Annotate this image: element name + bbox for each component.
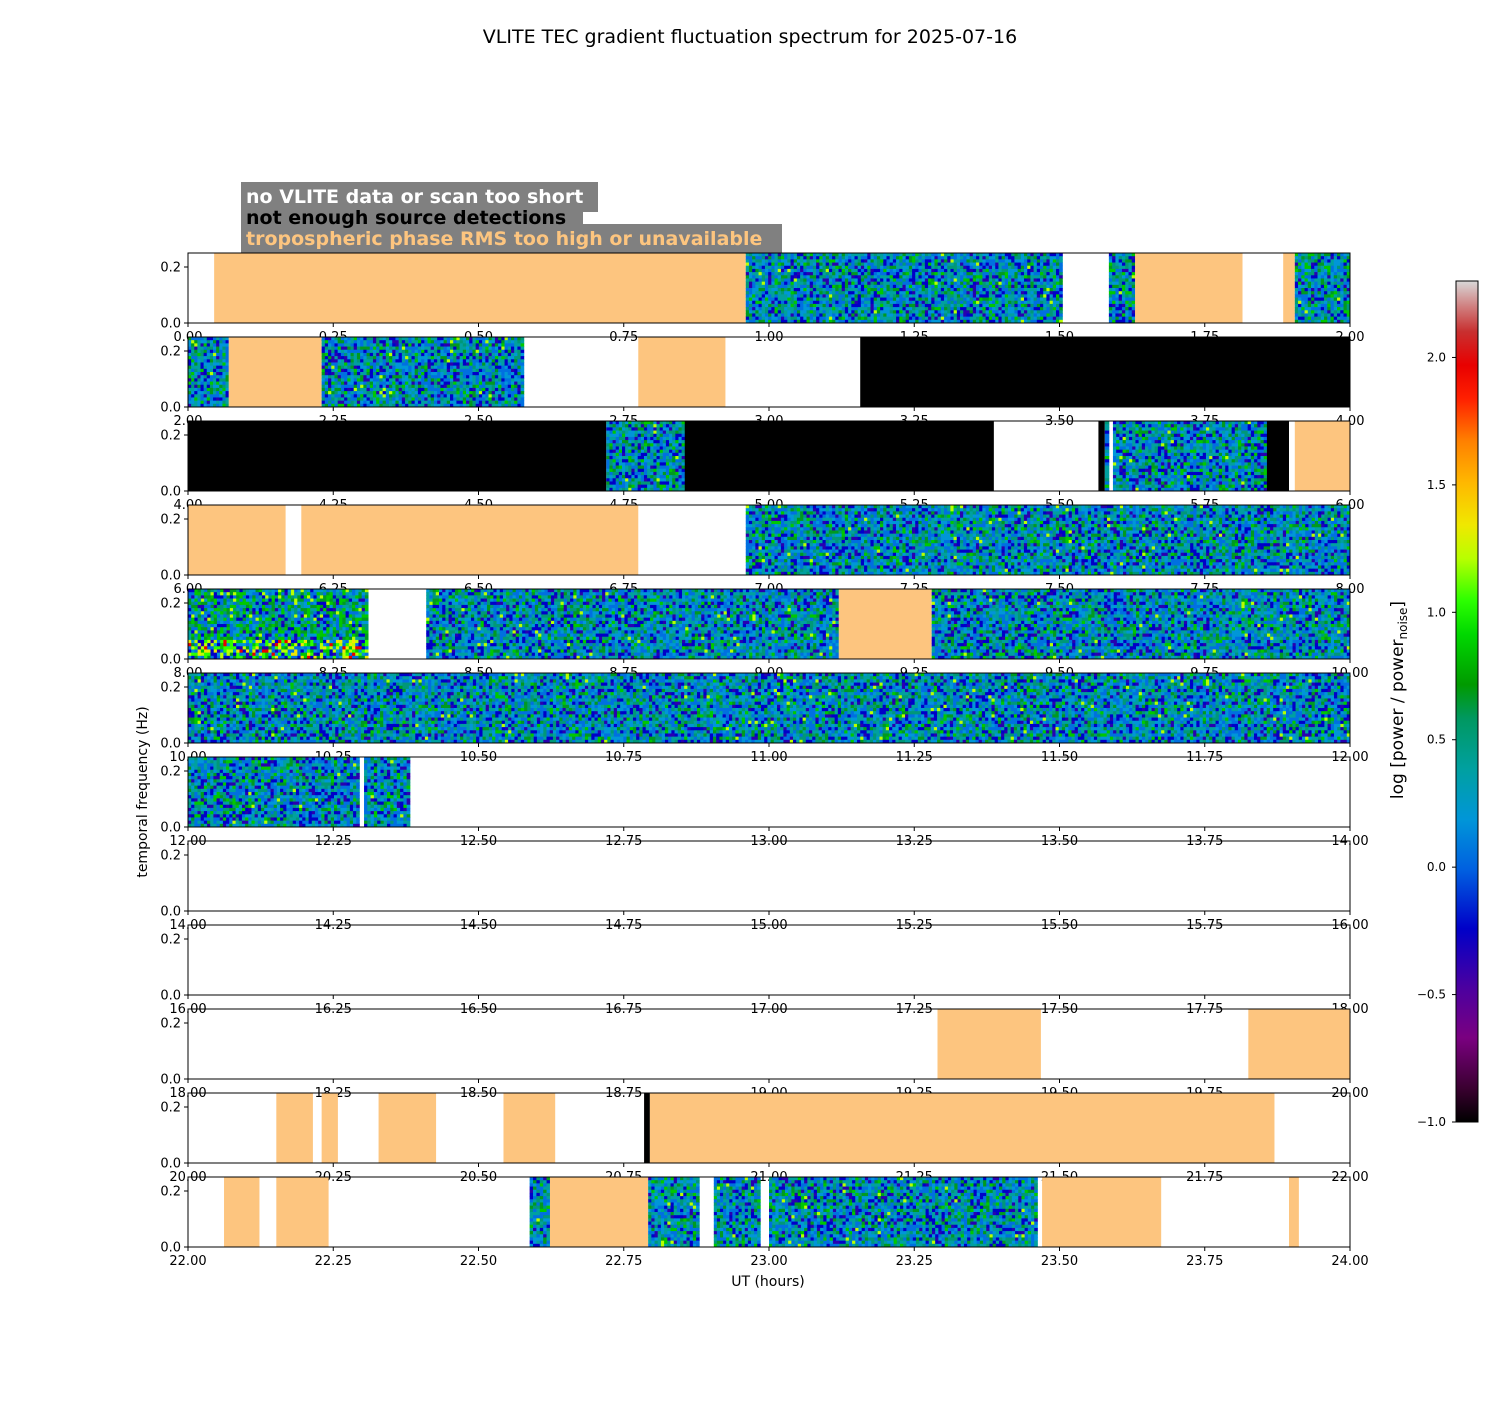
segment-trop bbox=[301, 505, 638, 575]
y-tick-label: 0.2 bbox=[160, 513, 181, 528]
segment-spectrum bbox=[188, 337, 229, 407]
colorbar-tick-label: 1.0 bbox=[1427, 605, 1446, 619]
colorbar-tick-label: 1.5 bbox=[1427, 478, 1446, 492]
segment-nodet bbox=[644, 1093, 650, 1163]
y-tick-label: 0.2 bbox=[160, 1101, 181, 1116]
x-tick-label: 23.25 bbox=[896, 1254, 933, 1269]
segment-spectrum bbox=[188, 757, 360, 827]
segment-spectrum bbox=[606, 421, 685, 491]
segment-nodet bbox=[685, 421, 994, 491]
segment-trop bbox=[503, 1093, 555, 1163]
segment-nodet bbox=[1267, 421, 1289, 491]
segment-trop bbox=[1042, 1177, 1161, 1247]
segment-trop bbox=[1283, 253, 1295, 323]
segment-nodet bbox=[188, 421, 606, 491]
segment-trop bbox=[1289, 1177, 1299, 1247]
segment-trop bbox=[229, 337, 322, 407]
segment-spectrum bbox=[746, 505, 1351, 575]
segment-spectrum bbox=[188, 673, 1350, 743]
y-tick-label: 0.2 bbox=[160, 261, 181, 276]
y-axis-label: temporal frequency (Hz) bbox=[135, 706, 151, 877]
segment-spectrum bbox=[188, 589, 369, 659]
segment-spectrum bbox=[932, 589, 1351, 659]
y-tick-label: 0.2 bbox=[160, 933, 181, 948]
segment-spectrum bbox=[746, 253, 1063, 323]
y-tick-label: 0.2 bbox=[160, 597, 181, 612]
y-tick-label: 0.2 bbox=[160, 849, 181, 864]
colorbar-tick-label: −0.5 bbox=[1417, 988, 1446, 1002]
y-tick-label: 0.2 bbox=[160, 1185, 181, 1200]
colorbar-gradient bbox=[1456, 281, 1478, 1122]
chart-title: VLITE TEC gradient fluctuation spectrum … bbox=[483, 26, 1017, 48]
legend-label-trop-rms: tropospheric phase RMS too high or unava… bbox=[246, 228, 762, 250]
x-tick-label: 24.00 bbox=[1331, 1254, 1368, 1269]
segment-trop bbox=[839, 589, 932, 659]
segment-trop bbox=[224, 1177, 259, 1247]
segment-trop bbox=[188, 505, 286, 575]
segment-trop bbox=[650, 1093, 1275, 1163]
segment-nodet bbox=[860, 337, 1350, 407]
x-tick-label: 22.00 bbox=[169, 1254, 206, 1269]
segment-trop bbox=[1248, 1009, 1350, 1079]
segment-spectrum bbox=[426, 589, 839, 659]
x-tick-label: 23.75 bbox=[1186, 1254, 1223, 1269]
x-axis-label: UT (hours) bbox=[731, 1274, 805, 1290]
segment-spectrum bbox=[530, 1177, 551, 1247]
segment-spectrum bbox=[1113, 421, 1267, 491]
segment-spectrum bbox=[322, 337, 525, 407]
segment-spectrum bbox=[1109, 253, 1136, 323]
colorbar-tick-label: −1.0 bbox=[1417, 1115, 1446, 1129]
x-tick-label: 23.00 bbox=[750, 1254, 787, 1269]
colorbar-label-sub: noise bbox=[1396, 608, 1410, 640]
x-tick-label: 22.75 bbox=[605, 1254, 642, 1269]
x-tick-label: 23.50 bbox=[1041, 1254, 1078, 1269]
segment-trop bbox=[214, 253, 746, 323]
x-tick-label: 22.25 bbox=[315, 1254, 352, 1269]
y-tick-label: 0.2 bbox=[160, 765, 181, 780]
segment-trop bbox=[276, 1177, 328, 1247]
segment-spectrum bbox=[714, 1177, 761, 1247]
segment-trop bbox=[550, 1177, 648, 1247]
segment-spectrum bbox=[769, 1177, 1038, 1247]
x-tick-label: 22.50 bbox=[460, 1254, 497, 1269]
segment-trop bbox=[276, 1093, 313, 1163]
y-tick-label: 0.2 bbox=[160, 681, 181, 696]
segment-nodet bbox=[1098, 421, 1104, 491]
segment-trop bbox=[638, 337, 725, 407]
colorbar-label-end: ] bbox=[1388, 601, 1408, 608]
segment-trop bbox=[1135, 253, 1242, 323]
segment-spectrum bbox=[1105, 421, 1109, 491]
segment-trop bbox=[937, 1009, 1040, 1079]
y-tick-label: 0.2 bbox=[160, 345, 181, 360]
y-tick-label: 0.2 bbox=[160, 1017, 181, 1032]
legend-label-no-data: no VLITE data or scan too short bbox=[246, 186, 583, 208]
panel-6: 0.00.210.0010.2510.5010.7511.0011.2511.5… bbox=[160, 673, 1368, 765]
segment-spectrum bbox=[648, 1177, 700, 1247]
colorbar-tick-label: 0.0 bbox=[1427, 860, 1446, 874]
segment-spectrum bbox=[364, 757, 410, 827]
segment-trop bbox=[322, 1093, 338, 1163]
colorbar-tick-label: 0.5 bbox=[1427, 733, 1446, 747]
colorbar-label-main: log [power / power bbox=[1388, 639, 1408, 799]
segment-trop bbox=[379, 1093, 437, 1163]
colorbar-tick-label: 2.0 bbox=[1427, 350, 1446, 364]
segment-spectrum bbox=[1295, 253, 1351, 323]
y-tick-label: 0.2 bbox=[160, 429, 181, 444]
legend-label-no-detections: not enough source detections bbox=[246, 207, 566, 229]
segment-trop bbox=[1295, 421, 1350, 491]
